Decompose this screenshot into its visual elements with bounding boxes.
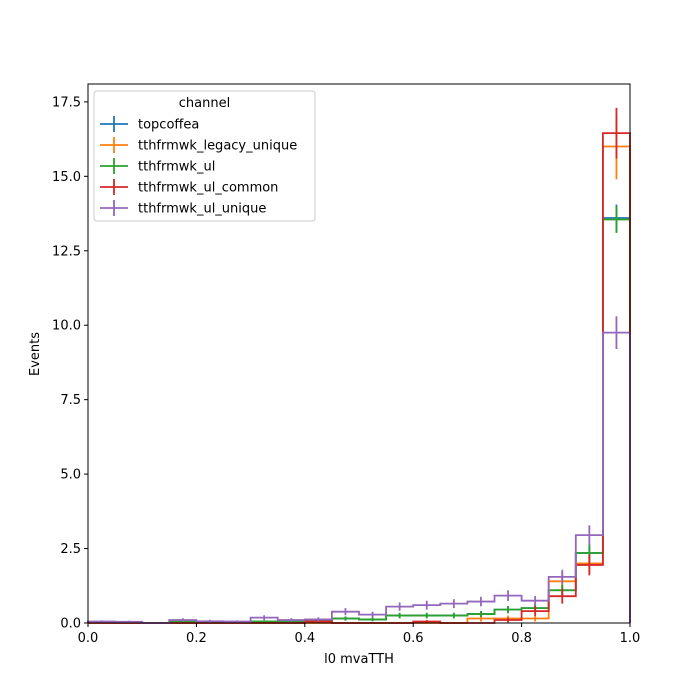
legend-label: tthfrmwk_legacy_unique [138, 139, 297, 154]
x-tick-label: 0.6 [403, 631, 424, 646]
legend-item-tthfrmwk_legacy_unique: tthfrmwk_legacy_unique [100, 137, 297, 154]
x-tick-label: 1.0 [620, 631, 641, 646]
legend-item-tthfrmwk_ul_common: tthfrmwk_ul_common [100, 179, 278, 196]
y-tick-label: 5.0 [60, 468, 81, 483]
axes-layer: 0.0 0.2 0.4 0.6 0.8 1.0 0.0 2.5 5.0 7.5 10.0 12.5 15… [52, 83, 641, 646]
x-tick-label: 0.4 [294, 631, 315, 646]
legend-item-topcoffea: topcoffea [100, 116, 199, 133]
y-tick-label: 12.5 [52, 244, 81, 259]
step-line [87, 331, 631, 624]
legend-title: channel [179, 96, 230, 111]
y-tick-label: 17.5 [52, 95, 81, 110]
axes-frame [87, 83, 631, 624]
legend: channel topcoffea tthfrmwk_legacy_uniquett… [93, 90, 316, 222]
legend-item-tthfrmwk_ul_unique: tthfrmwk_ul_unique [100, 200, 266, 217]
y-tick-label: 2.5 [60, 542, 81, 557]
legend-item-tthfrmwk_ul: tthfrmwk_ul [100, 158, 215, 175]
legend-label: tthfrmwk_ul_unique [138, 202, 266, 217]
x-axis-label: l0 mvaTTH [324, 652, 394, 667]
legend-label: tthfrmwk_ul_common [138, 181, 278, 196]
x-tick-label: 0.8 [511, 631, 532, 646]
y-tick-label: 7.5 [60, 393, 81, 408]
x-tick-label: 0.2 [186, 631, 207, 646]
y-tick-label: 15.0 [52, 170, 81, 185]
y-axis-label: Events [28, 332, 43, 376]
x-tick-label: 0.0 [78, 631, 99, 646]
legend-label: topcoffea [138, 118, 199, 133]
y-tick-label: 10.0 [52, 319, 81, 334]
legend-box [93, 90, 316, 222]
legend-label: tthfrmwk_ul [138, 160, 215, 175]
y-tick-label: 0.0 [60, 617, 81, 632]
